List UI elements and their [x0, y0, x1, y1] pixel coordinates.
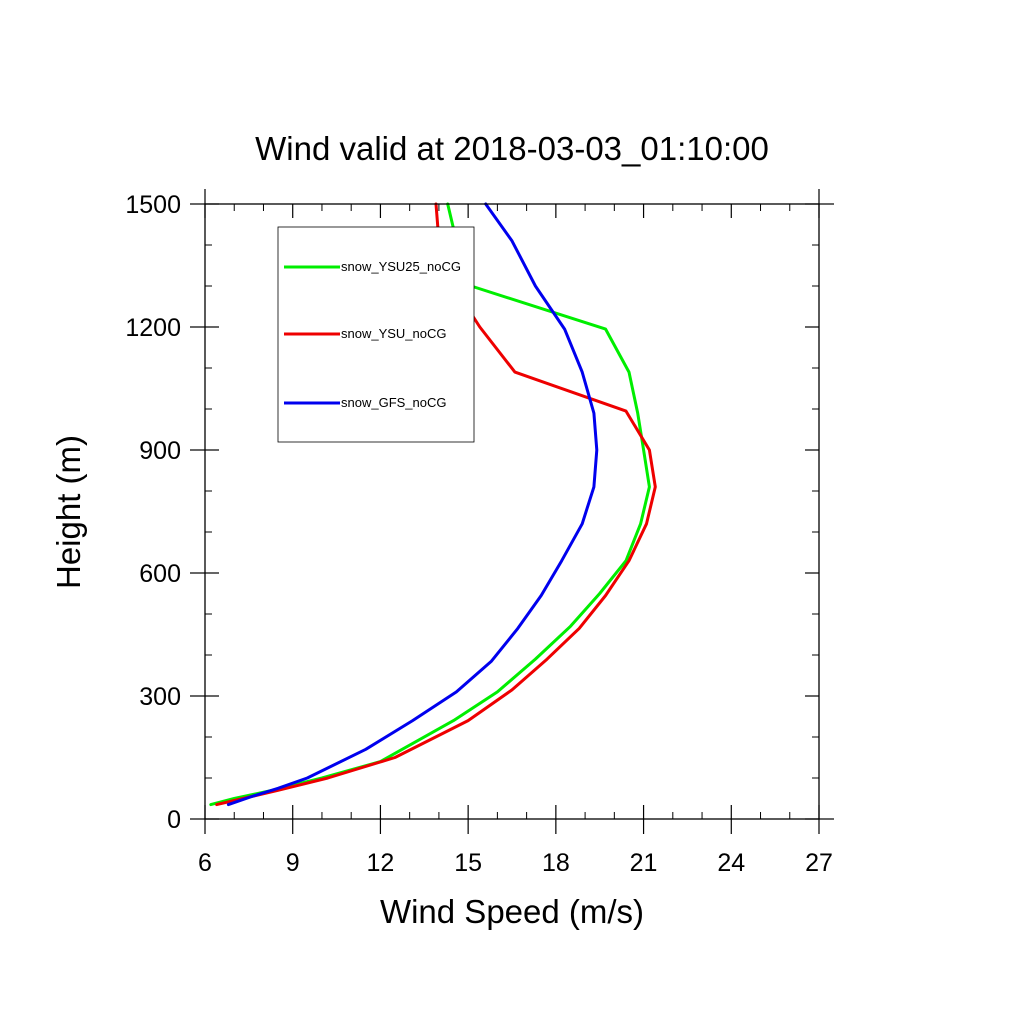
x-tick-label: 15	[454, 849, 482, 877]
x-tick-label: 6	[198, 849, 212, 877]
x-tick-label: 18	[542, 849, 570, 877]
tick-labels: 6 9 12 15 18 21 24 27 0 300 600 900 1200 1500	[125, 191, 833, 877]
minor-ticks	[205, 204, 819, 819]
x-tick-label: 27	[805, 849, 833, 877]
legend: snow_YSU25_noCG snow_YSU_noCG snow_GFS_noC…	[277, 226, 475, 443]
x-tick-label: 12	[367, 849, 395, 877]
y-tick-label: 0	[167, 806, 181, 834]
x-tick-label: 21	[630, 849, 658, 877]
y-tick-label: 600	[139, 560, 181, 588]
y-axis-label: Height (m)	[50, 435, 87, 589]
series-line-snow_GFS_noCG	[226, 202, 599, 807]
chart-title: Wind valid at 2018-03-03_01:10:00	[255, 130, 769, 167]
plot-frame	[204, 203, 820, 820]
x-tick-label: 9	[286, 849, 300, 877]
x-axis-label: Wind Speed (m/s)	[380, 893, 644, 930]
series-line-snow_YSU_noCG	[215, 202, 657, 807]
y-tick-label: 1500	[125, 191, 181, 219]
legend-label-snow_GFS_noCG: snow_GFS_noCG	[341, 395, 447, 410]
y-tick-label: 1200	[125, 314, 181, 342]
legend-label-snow_YSU_noCG: snow_YSU_noCG	[341, 326, 447, 341]
legend-label-snow_YSU25_noCG: snow_YSU25_noCG	[341, 259, 461, 274]
y-tick-label: 900	[139, 437, 181, 465]
series-lines	[209, 202, 657, 807]
x-tick-label: 24	[717, 849, 745, 877]
y-tick-label: 300	[139, 683, 181, 711]
